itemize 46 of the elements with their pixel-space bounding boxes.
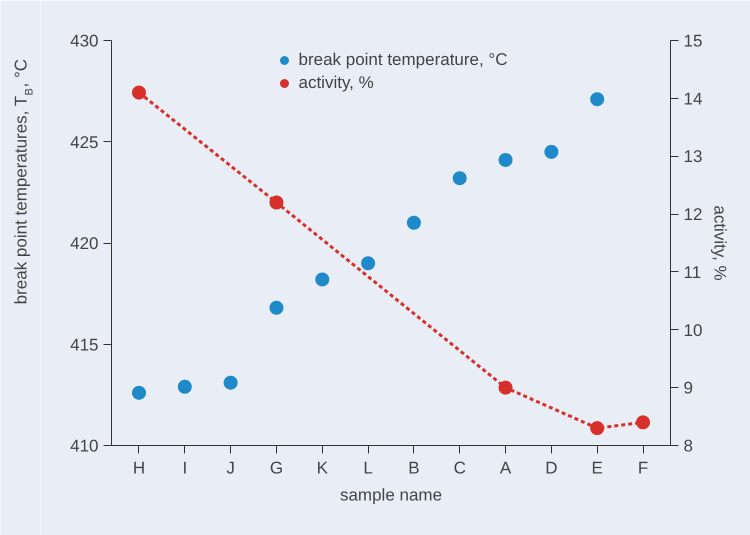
y-tick-label: 430 [70, 32, 99, 50]
x-tick-label: B [408, 458, 420, 478]
y-tick-label: 420 [70, 234, 99, 253]
y2-tick-label: 12 [684, 205, 702, 224]
y2-tick-label: 13 [684, 147, 702, 166]
x-tick-label: J [226, 458, 235, 478]
point [315, 272, 330, 286]
y-tick-label: 425 [70, 132, 99, 152]
point [498, 380, 513, 395]
x-axis-title: sample name [340, 486, 442, 504]
point [406, 216, 421, 230]
point [498, 152, 513, 167]
point [452, 171, 467, 186]
x-tick-label: D [545, 458, 558, 478]
legend-label: activity, % [298, 73, 374, 93]
y2-tick-label: 9 [684, 378, 693, 398]
y2-tick-label: 11 [684, 262, 702, 282]
point [224, 376, 238, 390]
point [590, 92, 604, 106]
point [178, 380, 192, 394]
x-tick-label: F [638, 458, 648, 478]
x-tick-label: G [270, 458, 284, 478]
point [590, 421, 604, 436]
y-tick-label: 415 [70, 335, 99, 354]
y2-tick-label: 15 [684, 32, 702, 50]
y-axis-title: break point temperatures, TB, °C [12, 58, 36, 304]
point [132, 86, 146, 100]
x-tick-label: H [132, 458, 146, 478]
x-tick-label: E [592, 458, 603, 478]
y2-tick-label: 14 [684, 89, 702, 108]
x-tick-label: A [500, 458, 512, 478]
x-tick-label: I [182, 458, 188, 478]
x-tick-label: L [363, 458, 373, 478]
point [132, 386, 146, 400]
legend-label: break point temperature, °C [298, 50, 508, 70]
y2-axis-title: activity, % [710, 205, 730, 281]
y2-tick-label: 8 [684, 436, 693, 456]
point [269, 300, 284, 315]
y-tick-label: 410 [70, 436, 99, 456]
x-tick-label: C [454, 458, 466, 478]
x-tick-label: K [316, 458, 329, 478]
y2-tick-label: 10 [684, 320, 702, 340]
point [269, 196, 284, 210]
point [636, 415, 650, 430]
point [361, 256, 376, 270]
point [544, 144, 558, 159]
